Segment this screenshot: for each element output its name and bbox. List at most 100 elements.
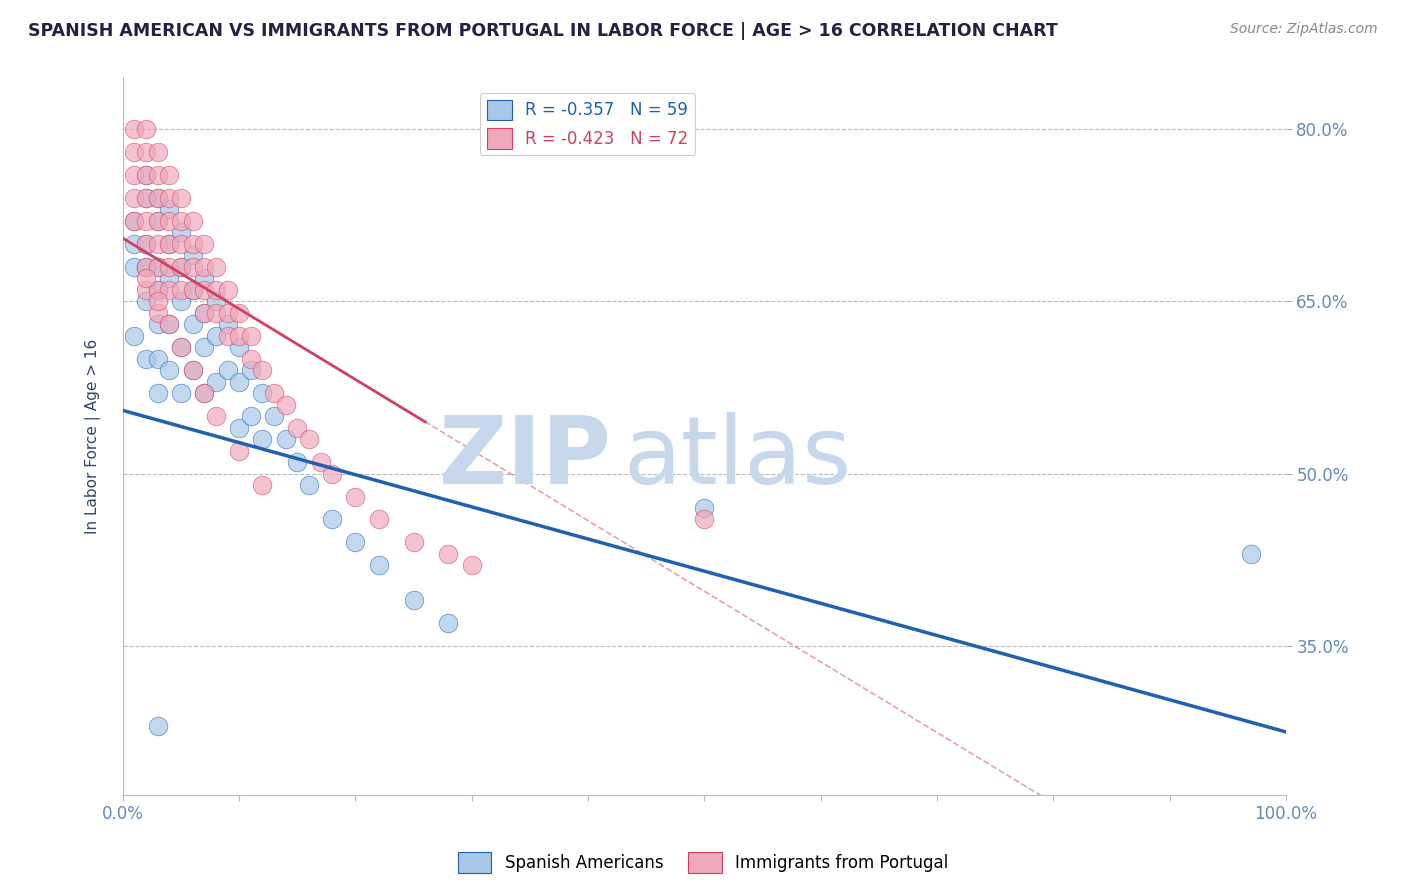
- Point: [263, 386, 285, 401]
- Point: [181, 236, 204, 251]
- Point: [193, 236, 215, 251]
- Point: [321, 467, 343, 481]
- Point: [321, 512, 343, 526]
- Point: [193, 283, 215, 297]
- Point: [135, 145, 157, 159]
- Point: [437, 547, 460, 561]
- Point: [693, 501, 716, 516]
- Point: [170, 283, 193, 297]
- Point: [157, 191, 180, 205]
- Point: [124, 236, 146, 251]
- Point: [135, 294, 157, 309]
- Point: [205, 375, 228, 389]
- Point: [157, 318, 180, 332]
- Point: [193, 386, 215, 401]
- Point: [157, 214, 180, 228]
- Point: [205, 260, 228, 274]
- Point: [170, 260, 193, 274]
- Point: [157, 271, 180, 285]
- Point: [124, 145, 146, 159]
- Point: [135, 191, 157, 205]
- Point: [146, 260, 169, 274]
- Point: [135, 214, 157, 228]
- Point: [124, 122, 146, 136]
- Point: [193, 386, 215, 401]
- Point: [181, 283, 204, 297]
- Point: [124, 191, 146, 205]
- Point: [157, 168, 180, 182]
- Point: [135, 168, 157, 182]
- Point: [146, 191, 169, 205]
- Point: [344, 490, 367, 504]
- Point: [239, 409, 262, 424]
- Point: [146, 386, 169, 401]
- Point: [135, 236, 157, 251]
- Point: [157, 283, 180, 297]
- Point: [157, 202, 180, 217]
- Point: [181, 318, 204, 332]
- Point: [228, 375, 250, 389]
- Point: [170, 191, 193, 205]
- Point: [193, 306, 215, 320]
- Point: [135, 351, 157, 366]
- Point: [193, 340, 215, 354]
- Point: [228, 306, 250, 320]
- Point: [124, 168, 146, 182]
- Point: [228, 340, 250, 354]
- Point: [181, 260, 204, 274]
- Point: [239, 351, 262, 366]
- Text: ZIP: ZIP: [439, 412, 612, 504]
- Point: [135, 191, 157, 205]
- Legend: R = -0.357   N = 59, R = -0.423   N = 72: R = -0.357 N = 59, R = -0.423 N = 72: [479, 93, 695, 155]
- Point: [146, 145, 169, 159]
- Text: SPANISH AMERICAN VS IMMIGRANTS FROM PORTUGAL IN LABOR FORCE | AGE > 16 CORRELATI: SPANISH AMERICAN VS IMMIGRANTS FROM PORT…: [28, 22, 1057, 40]
- Point: [170, 340, 193, 354]
- Point: [252, 363, 274, 377]
- Point: [170, 226, 193, 240]
- Point: [170, 236, 193, 251]
- Point: [135, 283, 157, 297]
- Point: [135, 236, 157, 251]
- Point: [170, 340, 193, 354]
- Point: [146, 719, 169, 733]
- Point: [344, 535, 367, 549]
- Point: [181, 283, 204, 297]
- Point: [274, 432, 297, 446]
- Point: [146, 306, 169, 320]
- Point: [181, 214, 204, 228]
- Point: [170, 294, 193, 309]
- Point: [146, 351, 169, 366]
- Point: [402, 592, 425, 607]
- Point: [146, 283, 169, 297]
- Point: [135, 168, 157, 182]
- Point: [124, 328, 146, 343]
- Point: [239, 328, 262, 343]
- Point: [193, 260, 215, 274]
- Point: [217, 318, 239, 332]
- Point: [157, 318, 180, 332]
- Point: [146, 294, 169, 309]
- Point: [170, 386, 193, 401]
- Point: [135, 271, 157, 285]
- Point: [228, 420, 250, 434]
- Point: [146, 191, 169, 205]
- Point: [217, 283, 239, 297]
- Point: [135, 122, 157, 136]
- Point: [1240, 547, 1263, 561]
- Point: [193, 271, 215, 285]
- Point: [124, 214, 146, 228]
- Point: [146, 214, 169, 228]
- Point: [124, 214, 146, 228]
- Point: [205, 409, 228, 424]
- Point: [274, 398, 297, 412]
- Point: [170, 260, 193, 274]
- Point: [205, 294, 228, 309]
- Point: [217, 306, 239, 320]
- Point: [367, 558, 389, 573]
- Point: [124, 260, 146, 274]
- Point: [146, 318, 169, 332]
- Point: [205, 283, 228, 297]
- Point: [181, 363, 204, 377]
- Point: [285, 455, 308, 469]
- Point: [181, 248, 204, 262]
